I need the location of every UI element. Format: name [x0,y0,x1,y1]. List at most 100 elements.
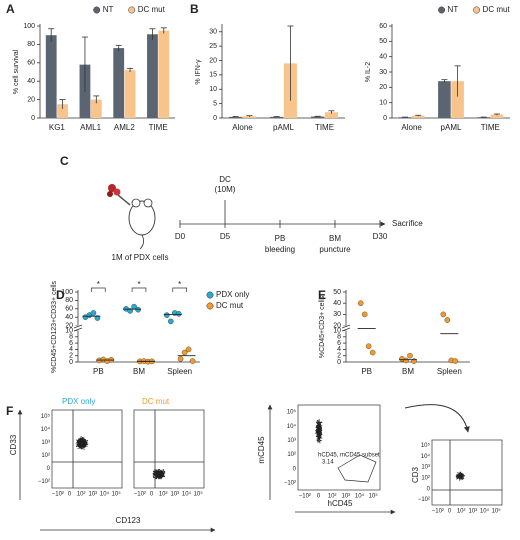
flow-tick-label: 0 [68,492,72,498]
event-dot [159,470,161,472]
error-bar [232,116,239,118]
event-dot [318,437,320,439]
flow-tick-label: 10³ [341,494,350,500]
event-dot [85,439,87,441]
y-tick-label: 30 [209,29,217,36]
panel-letter: C [60,154,69,168]
bar [490,114,504,118]
data-point [357,300,364,307]
flow-tick-label: 10⁴ [100,491,110,498]
event-dot [321,424,323,426]
flow-tick-label: 10⁵ [421,442,431,449]
y-tick-label: 50 [333,289,341,296]
event-dot [319,436,321,438]
event-dot [87,443,89,445]
event-dot [318,420,320,422]
event-dot [316,440,318,442]
event-dot [81,444,83,446]
event-dot [156,476,158,478]
y-label: CD3 [411,466,420,483]
event-dot [162,473,164,475]
bar [398,117,412,118]
event-dot [315,426,317,428]
event-dot [318,437,320,439]
event-dot [319,427,320,429]
event-dot [458,477,460,479]
event-dot [83,449,85,451]
event-dot [320,432,322,434]
event-dot [153,472,155,474]
event-dot [78,444,80,446]
event-dot [82,444,84,446]
event-dot [155,473,157,475]
event-dot [82,439,83,441]
event-dot [318,432,320,434]
bar [477,117,491,118]
event-dot [76,446,78,448]
bar [90,99,102,118]
event-dot [457,475,459,477]
significance-bracket [131,287,147,292]
event-dot [85,444,87,446]
event-dot [83,443,84,445]
event-dot [460,476,462,478]
y-tick-label: 60 [27,60,35,67]
event-dot [317,439,319,441]
event-dot [318,426,320,428]
data-point [163,312,170,318]
event-dot [318,421,320,423]
event-dot [158,468,159,470]
event-dot [316,422,318,424]
event-dot [153,477,155,479]
x-tick-label: TIME [315,123,334,132]
event-dot [456,478,458,480]
event-dot [457,474,459,476]
y-tick-label: 50 [379,38,387,45]
event-dot [317,437,319,439]
event-dot [85,442,87,444]
flow-tick-label: −10² [432,509,444,515]
event-dot [320,440,322,442]
event-dot [316,429,318,430]
event-dot [80,439,82,441]
event-dot [319,440,321,442]
event-dot [82,445,84,447]
data-point [167,318,174,325]
event-dot [156,470,158,472]
event-dot [78,445,80,447]
y-tick-label: 6 [69,340,73,347]
bar [411,115,425,118]
y-tick-label: 20 [65,322,73,329]
event-dot [317,422,319,424]
event-dot [83,440,85,441]
event-dot [320,430,322,432]
y-tick-label: 0 [69,359,73,366]
flow-tick-label: 10² [421,475,430,481]
event-dot [318,424,320,426]
legend-swatch [206,291,214,299]
event-dot [320,434,322,436]
y-tick-label: 80 [65,297,73,304]
event-dot [164,471,166,472]
event-dot [155,478,157,480]
flow-tick-label: 10⁵ [112,491,122,498]
event-dot [156,469,158,471]
event-dot [455,476,457,478]
event-dot [316,430,318,432]
event-dot [155,470,157,471]
event-dot [83,440,85,442]
y-tick-label: 10 [379,100,387,107]
event: bleeding [265,245,295,254]
error-bar [454,65,461,97]
event-dot [79,444,81,446]
error-bar [415,114,422,117]
mouse-ear [131,198,141,208]
data-point [440,311,447,318]
event-dot [80,443,82,445]
error-bar [93,95,100,104]
flow-tick-label: −10² [418,497,430,503]
event-dot [162,472,163,474]
event-dot [318,424,320,426]
event-dot [78,442,80,444]
